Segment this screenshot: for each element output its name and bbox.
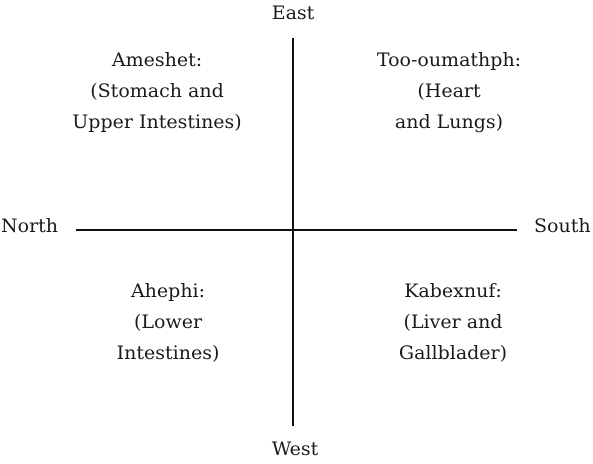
direction-label-south: South [534,215,591,237]
quadrant-name: Kabexnuf: [404,280,502,302]
quadrant-organs-line: (Liver and [403,311,503,333]
quadrant-label-top-right: Too-oumathph: (Heart and Lungs) [319,45,579,138]
horizontal-axis-line [76,229,517,231]
quadrant-organs-line: (Stomach and [90,80,224,102]
quadrant-label-bottom-right: Kabexnuf: (Liver and Gallblader) [323,276,583,369]
direction-label-east: East [271,2,315,24]
vertical-axis-line [292,38,294,426]
quadrant-name: Too-oumathph: [376,49,522,71]
quadrant-label-top-left: Ameshet: (Stomach and Upper Intestines) [27,45,287,138]
direction-label-north: North [1,215,59,237]
quadrant-organs-line: Upper Intestines) [72,111,242,133]
quadrant-name: Ameshet: [111,49,203,71]
quadrant-organs-line: Intestines) [116,342,220,364]
quadrant-organs-line: and Lungs) [394,111,504,133]
quadrant-organs-line: (Lower [133,311,203,333]
quadrant-label-bottom-left: Ahephi: (Lower Intestines) [38,276,298,369]
quadrant-name: Ahephi: [130,280,206,302]
quadrant-organs-line: Gallblader) [398,342,508,364]
direction-label-west: West [271,438,319,460]
quadrant-organs-line: (Heart [417,80,481,102]
